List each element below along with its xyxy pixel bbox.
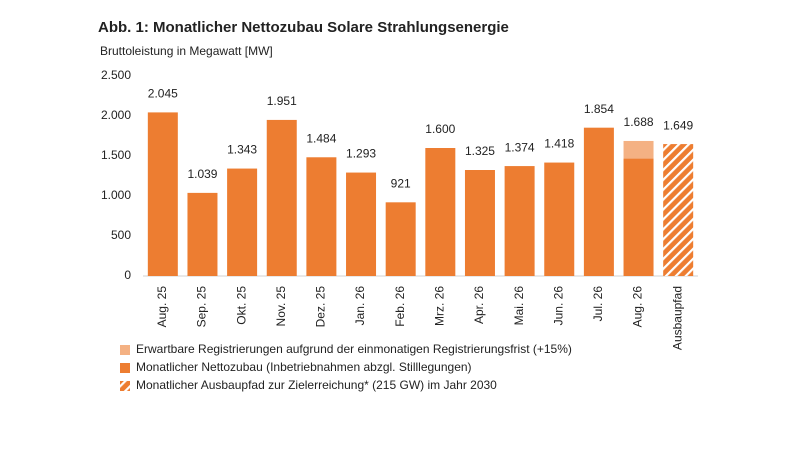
x-tick-label: Nov. 25: [274, 286, 288, 327]
bar: [385, 202, 416, 276]
bar: [544, 162, 575, 276]
y-tick-label: 2.000: [101, 108, 131, 122]
data-label: 1.325: [465, 144, 495, 158]
legend-label: Monatlicher Ausbaupfad zur Zielerreichun…: [136, 378, 497, 392]
data-label: 2.045: [148, 87, 178, 101]
x-tick-label: Okt. 25: [234, 286, 248, 325]
x-tick-label: Jan. 26: [353, 286, 367, 326]
bar: [227, 168, 258, 276]
y-tick-label: 0: [124, 268, 131, 282]
data-label: 1.374: [505, 140, 535, 154]
x-tick-label: Ausbaupfad: [670, 286, 684, 350]
chart-subtitle: Bruttoleistung in Megawatt [MW]: [100, 44, 273, 58]
bar: [663, 144, 694, 276]
legend-swatch: [120, 381, 130, 391]
x-tick-label: Jul. 26: [591, 286, 605, 322]
x-tick-label: Mrz. 26: [432, 286, 446, 326]
data-label: 1.293: [346, 147, 376, 161]
bar: [464, 170, 495, 276]
data-label: 1.951: [267, 94, 297, 108]
bar: [266, 119, 297, 276]
legend-swatch: [120, 363, 130, 373]
y-tick-label: 1.000: [101, 188, 131, 202]
data-label: 1.039: [187, 167, 217, 181]
x-tick-label: Mai. 26: [512, 286, 526, 326]
bar: [187, 192, 218, 276]
bar: [504, 166, 535, 276]
bar: [425, 148, 456, 276]
x-tick-label: Jun. 26: [551, 286, 565, 326]
legend-swatch: [120, 345, 130, 355]
bar: [623, 158, 654, 276]
bar: [346, 172, 377, 276]
x-tick-label: Dez. 25: [314, 286, 328, 328]
x-tick-label: Aug. 25: [155, 286, 169, 328]
bar: [147, 112, 178, 277]
y-tick-label: 1.500: [101, 148, 131, 162]
bar: [306, 157, 337, 276]
bar: [623, 140, 654, 159]
data-label: 1.854: [584, 102, 614, 116]
data-label: 921: [391, 176, 411, 190]
data-label: 1.484: [306, 131, 336, 145]
data-label: 1.418: [544, 137, 574, 151]
data-label: 1.600: [425, 122, 455, 136]
y-tick-label: 500: [111, 228, 131, 242]
chart-title: Abb. 1: Monatlicher Nettozubau Solare St…: [98, 19, 509, 36]
data-label: 1.649: [663, 118, 693, 132]
y-tick-label: 2.500: [101, 68, 131, 82]
x-tick-label: Aug. 26: [631, 286, 645, 328]
bar: [583, 127, 614, 277]
x-tick-label: Feb. 26: [393, 286, 407, 327]
x-tick-label: Apr. 26: [472, 286, 486, 324]
legend-label: Erwartbare Registrierungen aufgrund der …: [136, 342, 572, 356]
data-label: 1.343: [227, 143, 257, 157]
legend-label: Monatlicher Nettozubau (Inbetriebnahmen …: [136, 360, 472, 374]
data-label: 1.688: [624, 115, 654, 129]
x-tick-label: Sep. 25: [195, 286, 209, 328]
